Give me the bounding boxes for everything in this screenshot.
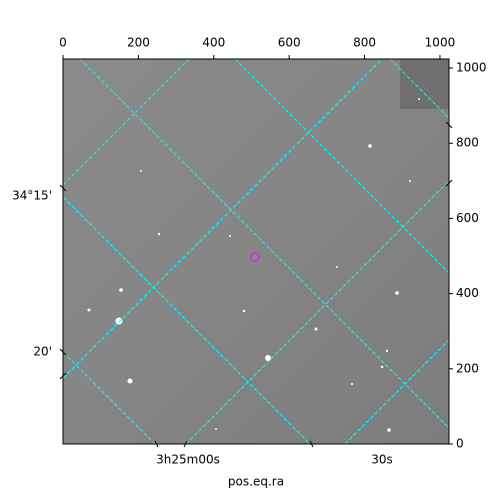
source-marker	[250, 252, 260, 262]
wcs-ticks	[59, 121, 453, 448]
stars	[87, 98, 420, 432]
wcs-y-label: 20'	[33, 345, 52, 359]
axes-frame	[62, 58, 450, 445]
y-tick-label: 200	[456, 361, 479, 375]
wcs-x-label: 3h25m00s	[156, 453, 220, 467]
y-tick-label: 600	[456, 211, 479, 225]
y-tick-label: 0	[456, 437, 464, 451]
x-tick-label: 400	[202, 36, 225, 50]
x-tick-label: 800	[353, 36, 376, 50]
x-axis-label: pos.eq.ra	[228, 475, 284, 489]
wcs-y-label: 34°15'	[12, 189, 52, 203]
y-tick-label: 400	[456, 286, 479, 300]
x-tick-label: 1000	[425, 36, 456, 50]
sky-image	[63, 59, 449, 444]
wcs-x-label: 30s	[371, 453, 393, 467]
image-corner	[400, 59, 449, 109]
y-tick-label: 800	[456, 136, 479, 150]
x-tick-label: 200	[127, 36, 150, 50]
wcs-grid	[63, 59, 449, 444]
x-tick-label: 0	[59, 36, 67, 50]
y-tick-label: 1000	[456, 61, 487, 75]
x-tick-label: 600	[278, 36, 301, 50]
